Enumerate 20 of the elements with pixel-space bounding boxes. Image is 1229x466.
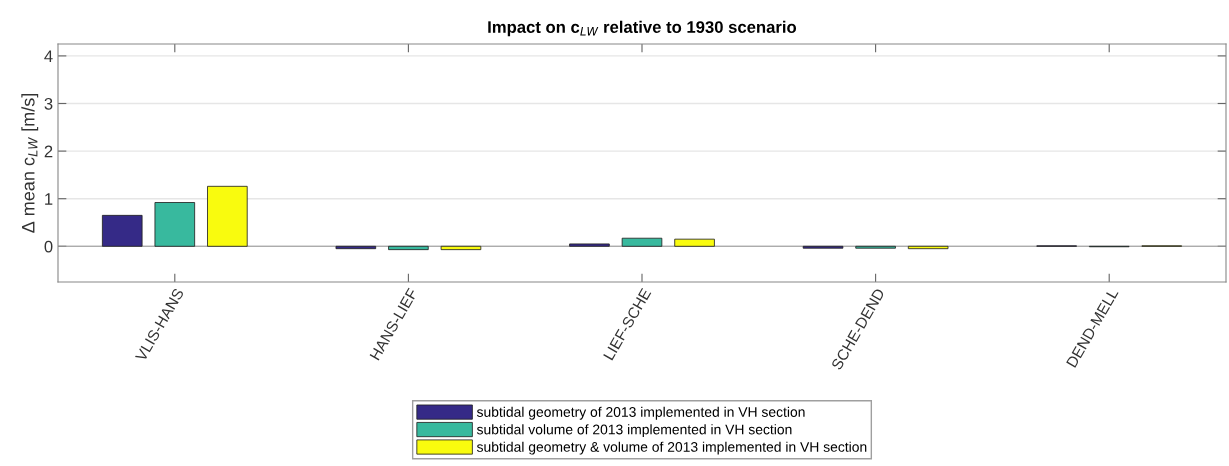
bar (907, 245, 949, 250)
bar (569, 243, 610, 247)
bar (154, 202, 196, 247)
legend-label: subtidal volume of 2013 implemented in VH section (476, 424, 792, 438)
bar (101, 214, 143, 247)
y-tick-label: 0 (44, 240, 53, 253)
bar (335, 245, 377, 250)
legend-label: subtidal geometry & volume of 2013 implemented in VH section (476, 441, 867, 455)
y-tick-label: 3 (44, 97, 53, 110)
y-tick-label: 4 (44, 50, 53, 62)
bar (621, 237, 663, 247)
y-tick-label: 1 (45, 193, 53, 205)
chart-title: Impact on c$_{LW}$ relative to 1930 scenario (488, 20, 797, 37)
bar (207, 185, 248, 247)
bar (388, 245, 429, 251)
y-tick-label: 2 (44, 145, 53, 158)
bar (440, 245, 482, 251)
legend-label: subtidal geometry of 2013 implemented in VH section (476, 406, 805, 420)
y-axis-title: Δ mean c$_{LW}$ [m/s] (21, 93, 39, 233)
bar (674, 238, 715, 247)
